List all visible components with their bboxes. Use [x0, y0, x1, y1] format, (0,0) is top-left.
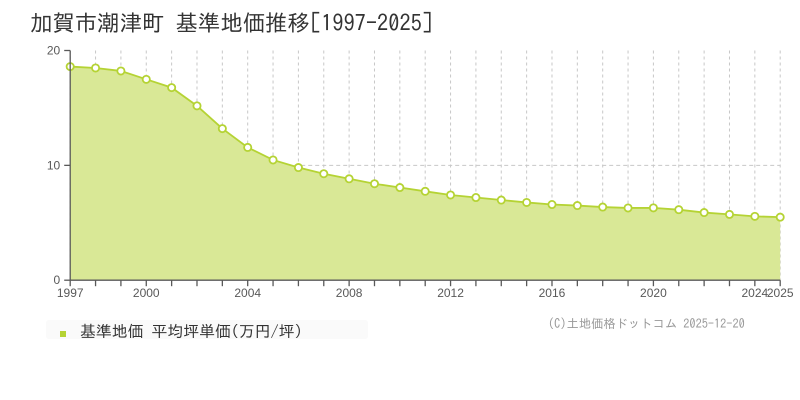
svg-text:2008: 2008 [336, 286, 363, 300]
svg-text:2000: 2000 [133, 286, 160, 300]
svg-text:2016: 2016 [539, 286, 566, 300]
svg-text:20: 20 [47, 44, 61, 58]
svg-text:2025: 2025 [767, 286, 794, 300]
svg-text:0: 0 [54, 273, 61, 287]
svg-text:10: 10 [47, 158, 61, 172]
svg-text:2004: 2004 [234, 286, 261, 300]
svg-text:2020: 2020 [640, 286, 667, 300]
svg-text:2012: 2012 [437, 286, 464, 300]
svg-text:1997: 1997 [57, 286, 84, 300]
svg-text:2024: 2024 [741, 286, 768, 300]
